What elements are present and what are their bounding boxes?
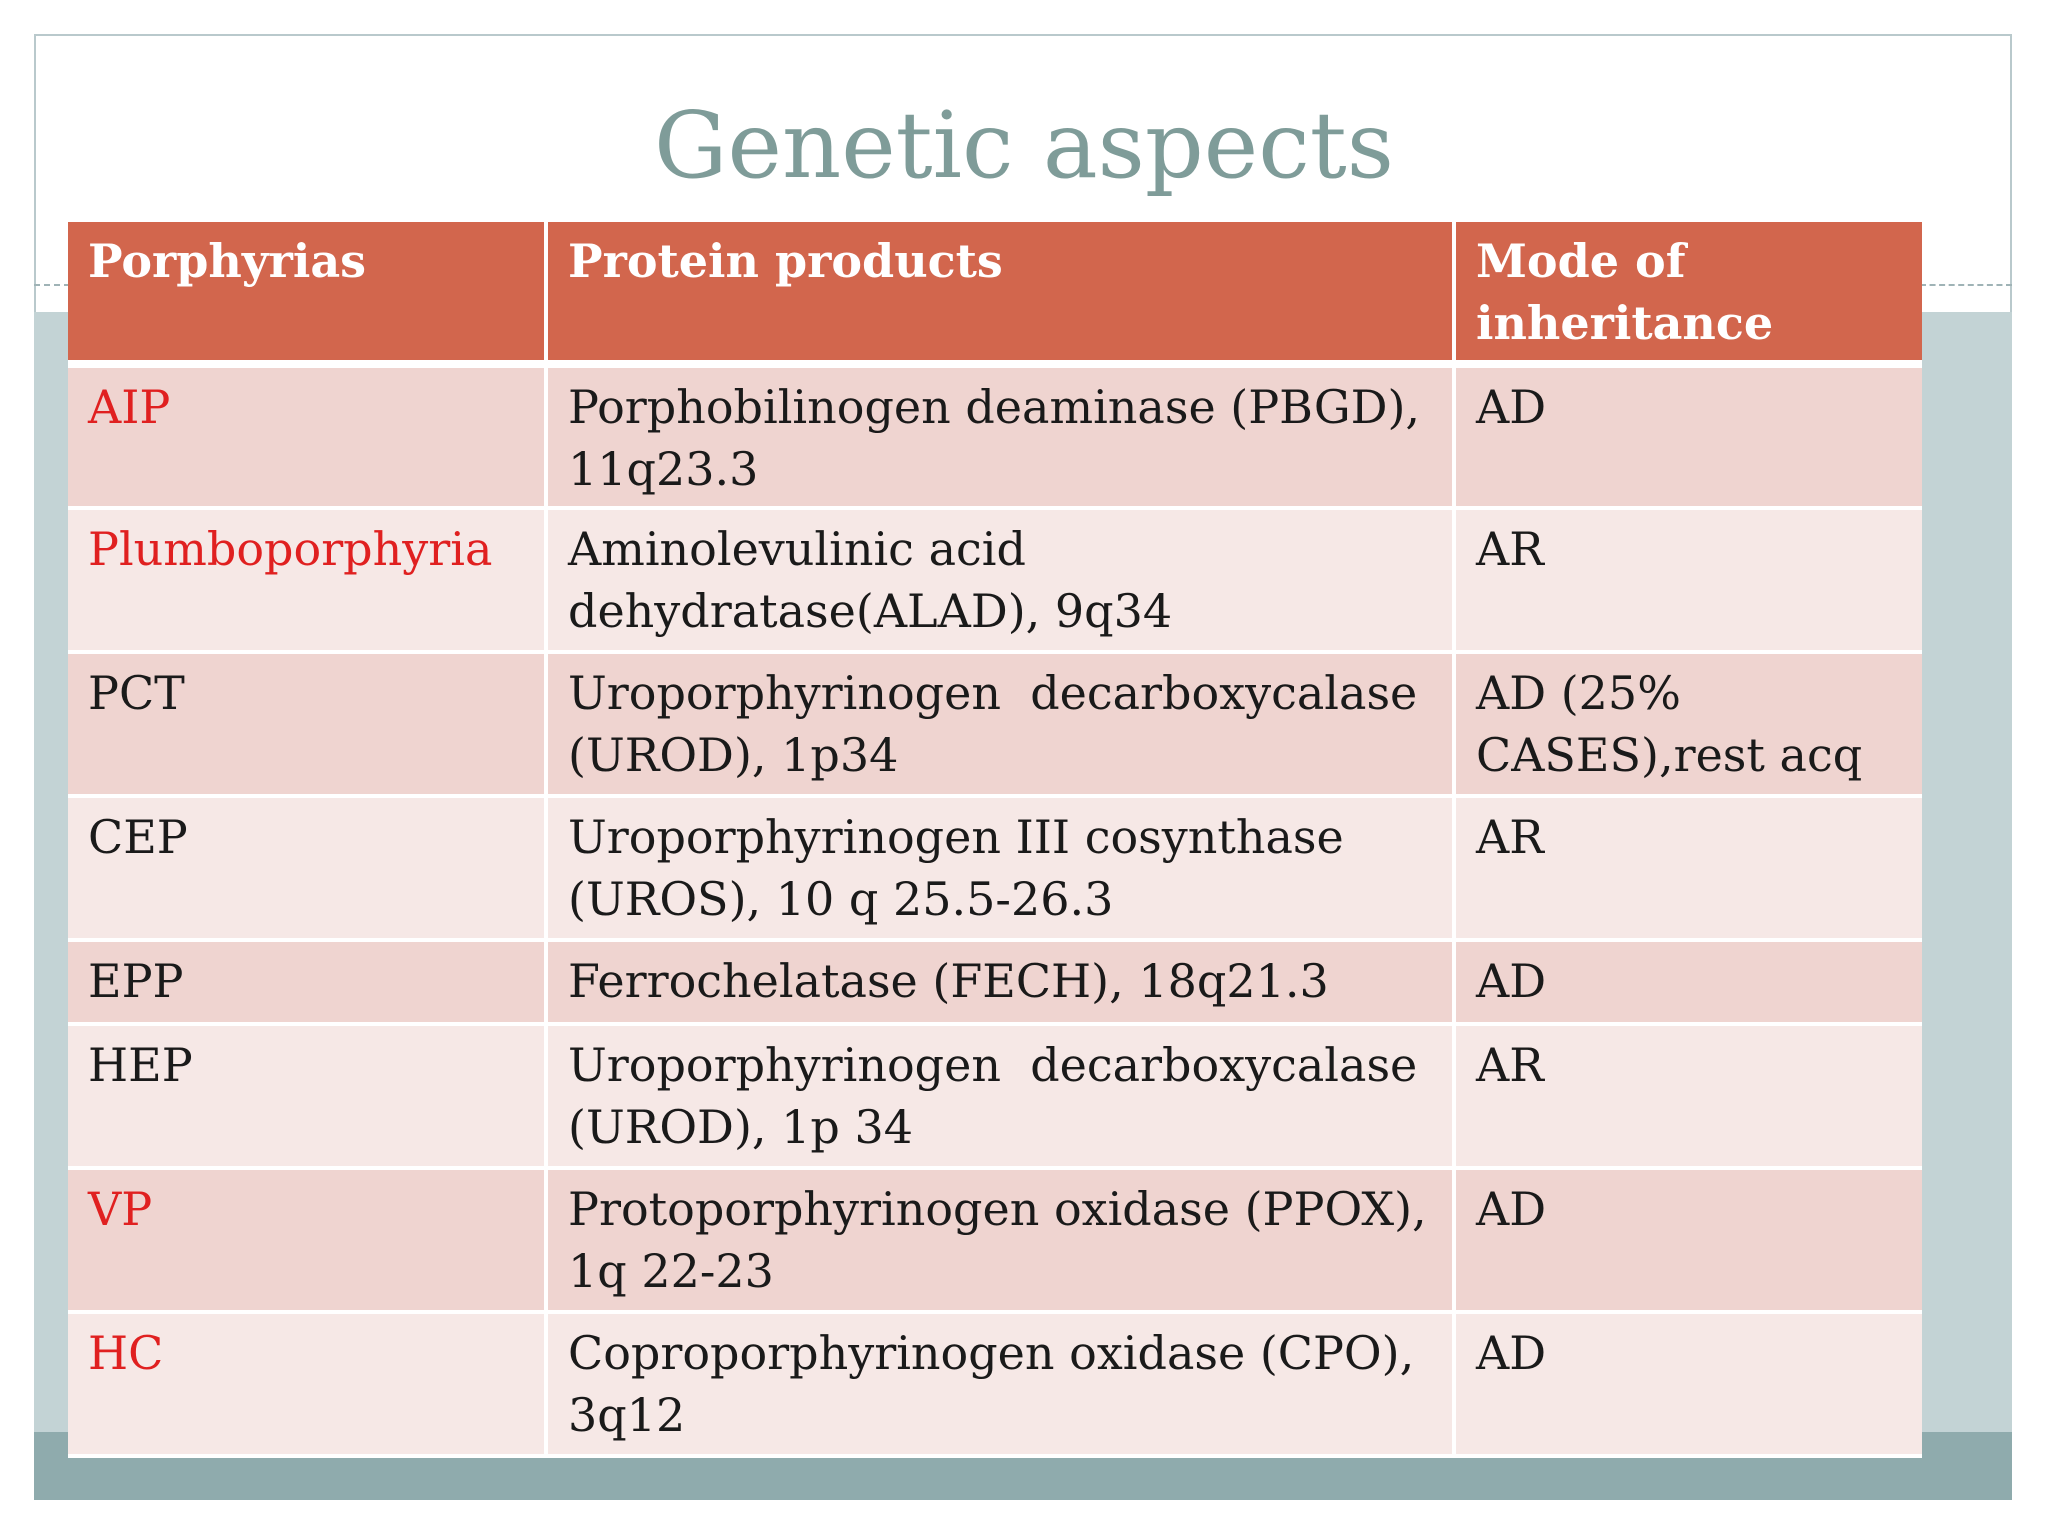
table-row: VP Protoporphyrinogen oxidase (PPOX), 1q… (68, 1168, 1922, 1314)
header-porphyrias: Porphyrias (68, 222, 548, 368)
divider-left (34, 284, 70, 286)
porphyria-cell: HC (68, 1312, 548, 1458)
genetics-table: Porphyrias Protein products Mode of inhe… (68, 222, 1922, 1458)
porphyria-cell: HEP (68, 1024, 548, 1170)
mode-cell: AD (1454, 364, 1922, 510)
protein-text: Aminolevulinic acid dehydratase(ALAD), 9… (568, 522, 1173, 638)
porphyria-cell: EPP (68, 940, 548, 1026)
table-row: AIP Porphobilinogen deaminase (PBGD), 11… (68, 364, 1922, 510)
protein-cell: Uroporphyrinogen III cosynthase (UROS), … (546, 796, 1456, 942)
protein-cell: Protoporphyrinogen oxidase (PPOX), 1q 22… (546, 1168, 1456, 1314)
protein-text: Uroporphyrinogen decarboxycalase (UROD),… (568, 666, 1432, 782)
protein-cell: Porphobilinogen deaminase (PBGD), 11q23.… (546, 364, 1456, 510)
slide-title: Genetic aspects (654, 92, 1394, 199)
protein-text: Uroporphyrinogen decarboxycalase (UROD),… (568, 1038, 1432, 1154)
mode-cell: AD (1454, 940, 1922, 1026)
mode-text: AD (25% CASES),rest acq (1476, 666, 1863, 782)
table-row: CEP Uroporphyrinogen III cosynthase (URO… (68, 796, 1922, 942)
protein-cell: Uroporphyrinogen decarboxycalase (UROD),… (546, 1024, 1456, 1170)
mode-cell: AD (25% CASES),rest acq (1454, 652, 1922, 798)
header-mode-text: Mode of inheritance (1476, 234, 1774, 350)
table-header-row: Porphyrias Protein products Mode of inhe… (68, 222, 1922, 368)
table-row: HC Coproporphyrinogen oxidase (CPO), 3q1… (68, 1312, 1922, 1458)
mode-cell: AD (1454, 1168, 1922, 1314)
porphyria-cell: PCT (68, 652, 548, 798)
table-row: EPP Ferrochelatase (FECH), 18q21.3 AD (68, 940, 1922, 1026)
porphyria-cell: AIP (68, 364, 548, 510)
porphyria-cell: VP (68, 1168, 548, 1314)
mode-cell: AR (1454, 1024, 1922, 1170)
mode-cell: AR (1454, 796, 1922, 942)
protein-cell: Coproporphyrinogen oxidase (CPO), 3q12 (546, 1312, 1456, 1458)
porphyria-cell: Plumboporphyria (68, 508, 548, 654)
header-mode-of-inheritance: Mode of inheritance (1454, 222, 1922, 368)
table-row: HEP Uroporphyrinogen decarboxycalase (UR… (68, 1024, 1922, 1170)
porphyria-cell: CEP (68, 796, 548, 942)
table-row: PCT Uroporphyrinogen decarboxycalase (UR… (68, 652, 1922, 798)
protein-cell: Aminolevulinic acid dehydratase(ALAD), 9… (546, 508, 1456, 654)
protein-cell: Ferrochelatase (FECH), 18q21.3 (546, 940, 1456, 1026)
table-row: Plumboporphyria Aminolevulinic acid dehy… (68, 508, 1922, 654)
mode-cell: AD (1454, 1312, 1922, 1458)
protein-cell: Uroporphyrinogen decarboxycalase (UROD),… (546, 652, 1456, 798)
divider-right (1920, 284, 2012, 286)
mode-cell: AR (1454, 508, 1922, 654)
header-protein-products: Protein products (546, 222, 1456, 368)
